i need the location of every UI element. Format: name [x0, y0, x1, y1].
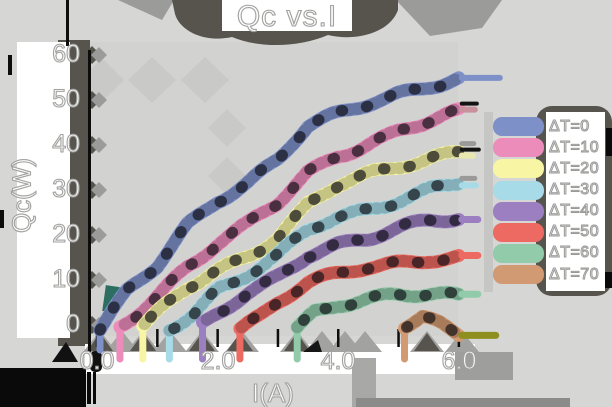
legend-label-dt60: ΔT=60: [548, 244, 600, 262]
legend-swatch-dt30: [493, 180, 544, 200]
x-tick-4: 4.0: [320, 346, 356, 375]
title-shadow-right: [396, 0, 502, 36]
stray-mark-3: [0, 210, 4, 228]
x-tick-6: 6.0: [441, 346, 477, 375]
legend-swatch-dt70: [493, 265, 544, 285]
y-tick-0: 0: [66, 309, 81, 338]
bottom-left-black-block: [0, 368, 86, 407]
y-ticks-panel: [17, 42, 70, 338]
curve-dt-0-bars: [94, 72, 465, 336]
legend-black-bit-2: [604, 272, 612, 288]
curve-dt-60-bars: [291, 286, 465, 333]
curve-dt-30-bars: [163, 178, 465, 336]
bottom-gray-strip: [356, 398, 570, 407]
gray-corner-artifact: [455, 352, 513, 380]
curve-dt-70-bars: [399, 310, 465, 341]
legend-label-dt0: ΔT=0: [549, 118, 590, 136]
stray-mark-1: [66, 0, 69, 46]
legend-label-dt70: ΔT=70: [548, 266, 600, 284]
black-bar-1: [87, 372, 91, 404]
legend-label-dt30: ΔT=30: [548, 181, 600, 199]
plot-texture-diamonds: [80, 57, 246, 195]
x-axis-label: I(A): [251, 377, 294, 407]
tick-glyph-shadow: [90, 351, 102, 372]
y-tick-60: 60: [52, 39, 81, 68]
legend-swatch-dt60: [493, 244, 544, 264]
x-tick-2: 2.0: [200, 346, 236, 375]
y-axis-spine: [88, 50, 91, 352]
stray-mark-2: [8, 55, 12, 75]
title-panel: [222, 0, 352, 31]
mountain-black-accent: [303, 340, 322, 352]
x-tick-0: 0.0: [79, 346, 115, 375]
legend-panel: [546, 112, 605, 291]
legend-swatch-dt0: [493, 117, 544, 136]
tick-shadow-black: [52, 342, 78, 362]
curve-dt-20-bars: [137, 146, 465, 332]
x-axis-mountains: [83, 331, 479, 352]
legend-label-dt40: ΔT=40: [548, 202, 600, 220]
chart-title: Qc vs.I: [236, 0, 338, 34]
y-tick-20: 20: [52, 219, 81, 248]
curve-dt-50-bars: [234, 250, 465, 335]
curve-dt-10-bars: [114, 103, 465, 333]
y-tick-50: 50: [52, 84, 81, 113]
curve-dt-40-bars: [197, 214, 465, 328]
y-axis-label: Qc(W): [6, 157, 37, 234]
black-bar-2: [93, 372, 96, 404]
legend-label-dt10: ΔT=10: [548, 139, 600, 157]
legend-swatch-dt10: [493, 138, 544, 158]
legend-swatch-dt20: [493, 159, 544, 179]
legend-swatch-dt50: [493, 223, 544, 242]
y-tick-40: 40: [52, 129, 81, 158]
legend-label-dt50: ΔT=50: [548, 223, 600, 241]
legend-black-bit-1: [606, 128, 612, 156]
legend-swatch-dt40: [493, 201, 544, 221]
y-tick-30: 30: [52, 174, 81, 203]
title-shadow-left: [118, 0, 174, 20]
y-tick-10: 10: [52, 264, 81, 293]
legend-label-dt20: ΔT=20: [548, 160, 600, 178]
legend-gray-strip: [484, 112, 493, 292]
